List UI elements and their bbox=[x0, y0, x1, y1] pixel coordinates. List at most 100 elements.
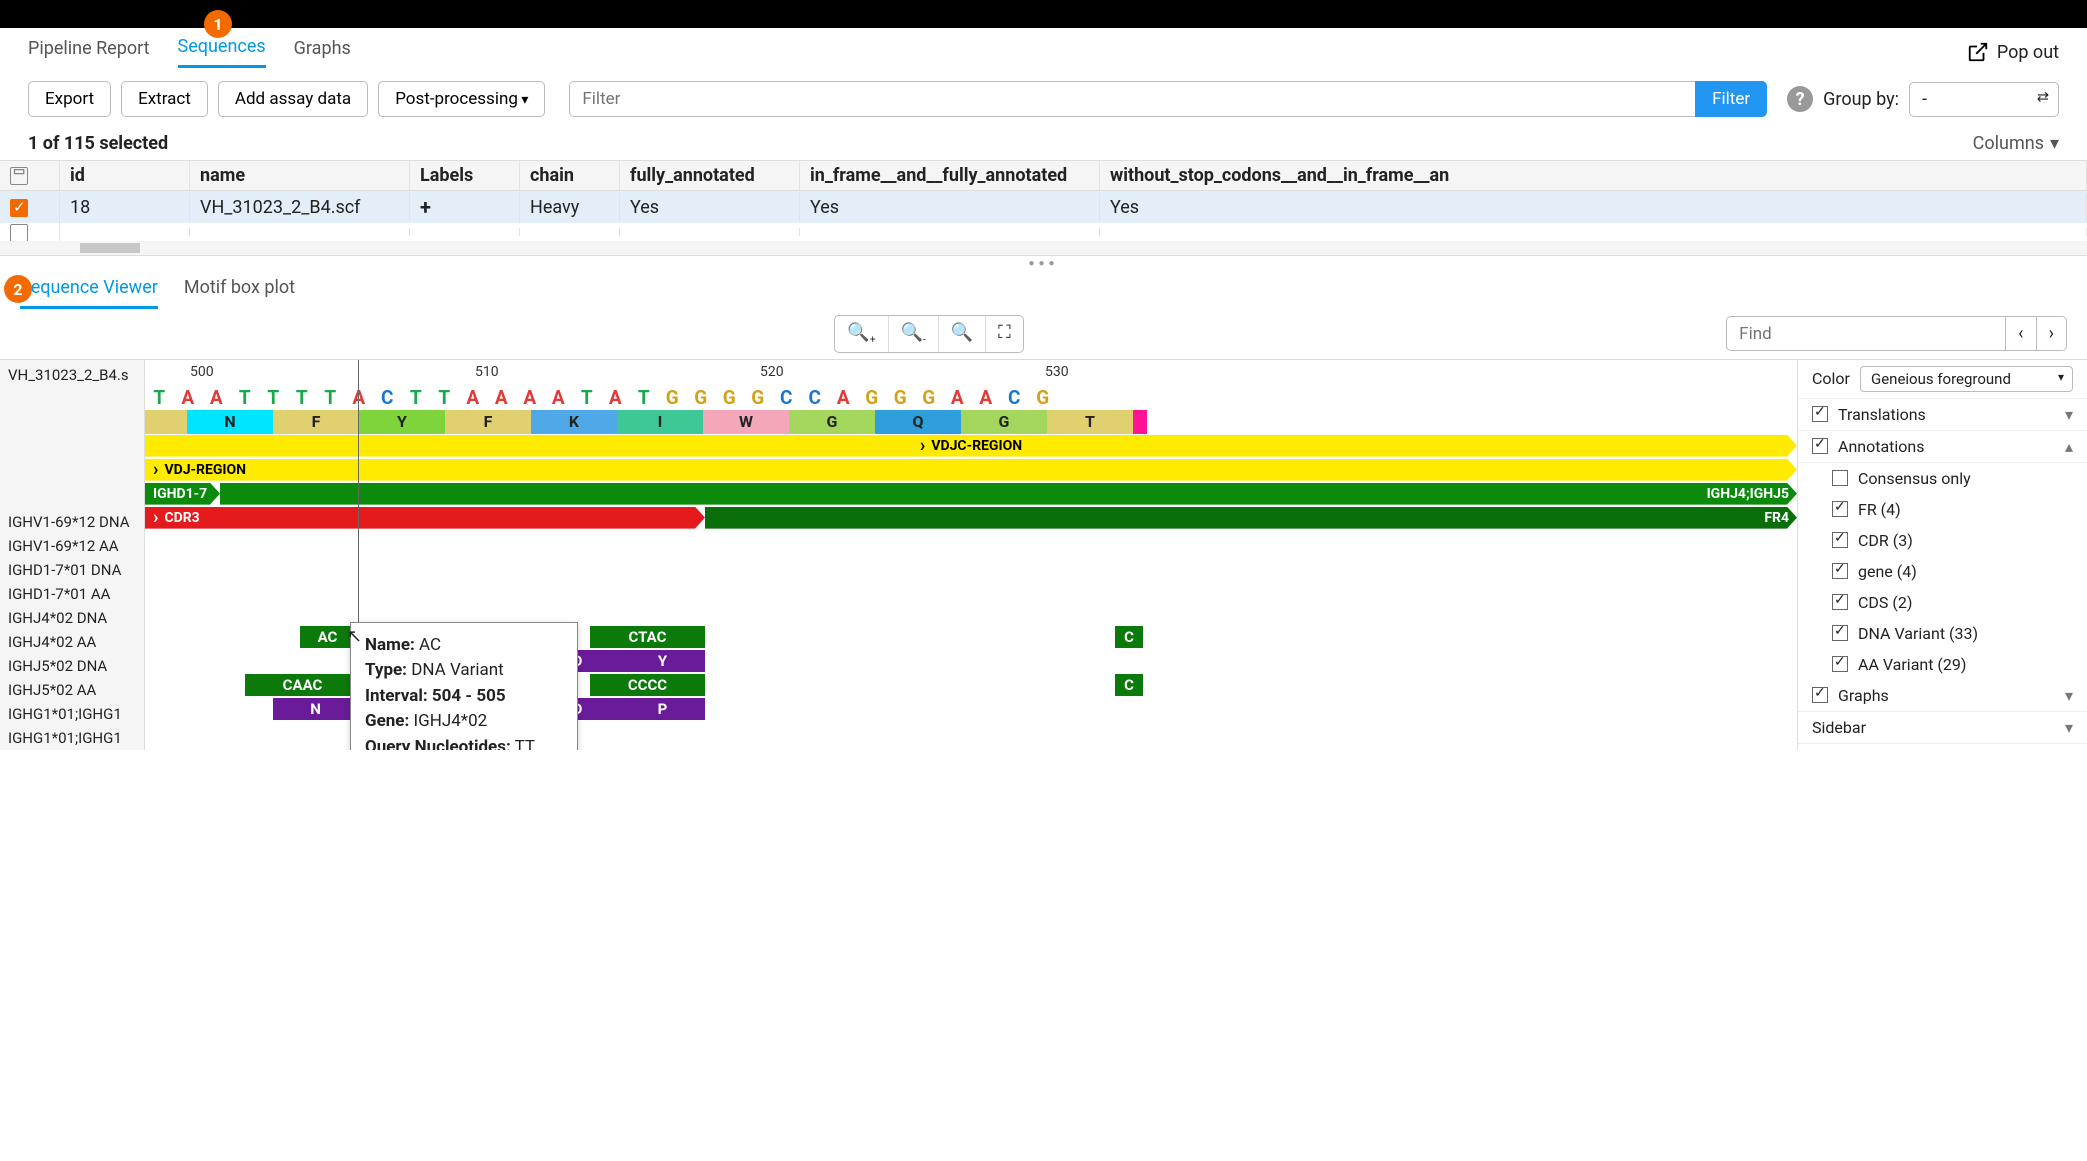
ighd-bar[interactable]: IGHD1-7 bbox=[145, 483, 220, 505]
col-name[interactable]: name bbox=[190, 161, 410, 190]
table-row[interactable]: 18 VH_31023_2_B4.scf + Heavy Yes Yes Yes bbox=[0, 191, 2087, 223]
select-all-checkbox[interactable] bbox=[10, 167, 28, 185]
annotation-genes: IGHD1-7 IGHJ4;IGHJ5 bbox=[145, 482, 1797, 506]
zoom-group: 🔍+ 🔍- 🔍 ⛶ bbox=[834, 315, 1023, 353]
export-button[interactable]: Export bbox=[28, 81, 111, 117]
consensus-checkbox[interactable] bbox=[1832, 470, 1848, 486]
track-area[interactable]: 500 510 520 530 TAATTTTACTTAAAATATGGGGCC… bbox=[145, 360, 1797, 750]
translations-row[interactable]: Translations ▾ bbox=[1798, 399, 2087, 431]
header-checkbox-cell[interactable] bbox=[0, 161, 60, 190]
data-table: id name Labels chain fully_annotated in_… bbox=[0, 160, 2087, 256]
annotations-row[interactable]: Annotations ▴ bbox=[1798, 431, 2087, 463]
graphs-checkbox[interactable] bbox=[1812, 687, 1828, 703]
table-row-next[interactable] bbox=[0, 223, 2087, 241]
post-processing-dropdown[interactable]: Post-processing bbox=[378, 81, 545, 117]
rowname: IGHJ4*02 DNA bbox=[0, 606, 144, 630]
rowname: IGHV1-69*12 DNA bbox=[0, 510, 144, 534]
zoom-out-icon[interactable]: 🔍- bbox=[889, 316, 939, 352]
zoom-fit-icon[interactable]: 🔍 bbox=[939, 316, 986, 352]
columns-button[interactable]: Columns ▾ bbox=[1973, 133, 2059, 154]
dna-variant[interactable]: C bbox=[1115, 674, 1143, 696]
dna-variant[interactable]: CAAC bbox=[245, 674, 360, 696]
dna-variant[interactable]: CTAC bbox=[590, 626, 705, 648]
col-fully-annotated[interactable]: fully_annotated bbox=[620, 161, 800, 190]
nucleotide: C bbox=[373, 386, 402, 410]
cdr-row[interactable]: CDR (3) bbox=[1798, 525, 2087, 556]
dnavariant-row[interactable]: DNA Variant (33) bbox=[1798, 618, 2087, 649]
rowname: IGHG1*01;IGHG1 bbox=[0, 726, 144, 750]
zoom-in-icon[interactable]: 🔍+ bbox=[835, 316, 888, 352]
dna-variant[interactable]: CCCC bbox=[590, 674, 705, 696]
aa-variant[interactable]: P bbox=[620, 698, 705, 720]
vdj-region-bar[interactable]: VDJ-REGION bbox=[145, 459, 1797, 481]
amino-acid: K bbox=[531, 410, 617, 434]
cdr3-bar[interactable]: CDR3 bbox=[145, 507, 705, 529]
ruler: 500 510 520 530 bbox=[145, 364, 1797, 386]
color-select[interactable]: Geneious foreground bbox=[1860, 366, 2073, 392]
cdr-checkbox[interactable] bbox=[1832, 532, 1848, 548]
tab-graphs[interactable]: Graphs bbox=[294, 38, 351, 67]
row-checkbox-2[interactable] bbox=[10, 224, 28, 242]
cds-row[interactable]: CDS (2) bbox=[1798, 587, 2087, 618]
add-assay-button[interactable]: Add assay data bbox=[218, 81, 368, 117]
col-chain[interactable]: chain bbox=[520, 161, 620, 190]
fr4-bar[interactable]: FR4 bbox=[705, 507, 1797, 529]
gene-row[interactable]: gene (4) bbox=[1798, 556, 2087, 587]
nucleotide: C bbox=[1000, 386, 1029, 410]
nucleotide: T bbox=[288, 386, 317, 410]
variant-tooltip: Name: AC Type: DNA Variant Interval: 504… bbox=[350, 622, 578, 750]
consensus-row[interactable]: Consensus only bbox=[1798, 463, 2087, 494]
find-next-button[interactable]: › bbox=[2037, 316, 2067, 351]
aavariant-checkbox[interactable] bbox=[1832, 656, 1848, 672]
help-icon[interactable]: ? bbox=[1787, 86, 1813, 112]
filter-group: Filter bbox=[569, 81, 1767, 117]
tab-sequence-viewer[interactable]: Sequence Viewer bbox=[20, 277, 158, 309]
ruler-tick: 530 bbox=[1045, 364, 1069, 380]
nucleotide: A bbox=[601, 386, 630, 410]
annotations-checkbox[interactable] bbox=[1812, 438, 1828, 454]
vdjc-region-bar[interactable]: VDJC-REGION bbox=[145, 435, 1797, 457]
groupby-select[interactable]: - bbox=[1909, 82, 2059, 117]
aavariant-row[interactable]: AA Variant (29) bbox=[1798, 649, 2087, 680]
amino-acid: Q bbox=[875, 410, 961, 434]
col-stop-codons[interactable]: without_stop_codons__and__in_frame__an bbox=[1100, 161, 2087, 190]
aa-variant[interactable]: N bbox=[273, 698, 358, 720]
aa-variant[interactable]: Y bbox=[620, 650, 705, 672]
fr-checkbox[interactable] bbox=[1832, 501, 1848, 517]
row-checkbox[interactable] bbox=[10, 199, 28, 217]
rowname bbox=[0, 486, 144, 510]
gene-checkbox[interactable] bbox=[1832, 563, 1848, 579]
filter-button[interactable]: Filter bbox=[1695, 81, 1767, 117]
dnavariant-checkbox[interactable] bbox=[1832, 625, 1848, 641]
nucleotide-row: TAATTTTACTTAAAATATGGGGCCAGGGAACG bbox=[145, 386, 1797, 410]
resize-handle[interactable]: ●●● bbox=[0, 256, 2087, 271]
dna-variant[interactable]: C bbox=[1115, 626, 1143, 648]
col-labels[interactable]: Labels bbox=[410, 161, 520, 190]
graphs-row[interactable]: Graphs ▾ bbox=[1798, 680, 2087, 712]
popout-button[interactable]: Pop out bbox=[1967, 41, 2059, 63]
tab-sequences[interactable]: Sequences bbox=[178, 36, 266, 68]
tab-motif-boxplot[interactable]: Motif box plot bbox=[184, 277, 295, 309]
sidebar-row[interactable]: Sidebar ▾ bbox=[1798, 712, 2087, 744]
horizontal-scrollbar[interactable] bbox=[0, 241, 2087, 255]
find-group: ‹ › bbox=[1726, 316, 2067, 351]
amino-acid-row: NFYFKIWGQGT bbox=[145, 410, 1797, 434]
extract-button[interactable]: Extract bbox=[121, 81, 208, 117]
amino-acid: G bbox=[789, 410, 875, 434]
col-inframe[interactable]: in_frame__and__fully_annotated bbox=[800, 161, 1100, 190]
find-input[interactable] bbox=[1726, 316, 2006, 351]
translations-checkbox[interactable] bbox=[1812, 406, 1828, 422]
annotation-vdjc: VDJC-REGION bbox=[145, 434, 1797, 458]
dna-variant[interactable]: AC bbox=[300, 626, 355, 648]
cds-checkbox[interactable] bbox=[1832, 594, 1848, 610]
cell-labels[interactable]: + bbox=[410, 191, 520, 223]
expand-icon[interactable]: ⛶ bbox=[986, 316, 1023, 352]
ighj-bar[interactable]: IGHJ4;IGHJ5 bbox=[220, 483, 1797, 505]
rowname: IGHJ5*02 AA bbox=[0, 678, 144, 702]
find-prev-button[interactable]: ‹ bbox=[2006, 316, 2036, 351]
filter-input[interactable] bbox=[569, 81, 1695, 117]
tab-pipeline-report[interactable]: Pipeline Report bbox=[28, 38, 150, 67]
col-id[interactable]: id bbox=[60, 161, 190, 190]
fr-row[interactable]: FR (4) bbox=[1798, 494, 2087, 525]
amino-acid: G bbox=[961, 410, 1047, 434]
